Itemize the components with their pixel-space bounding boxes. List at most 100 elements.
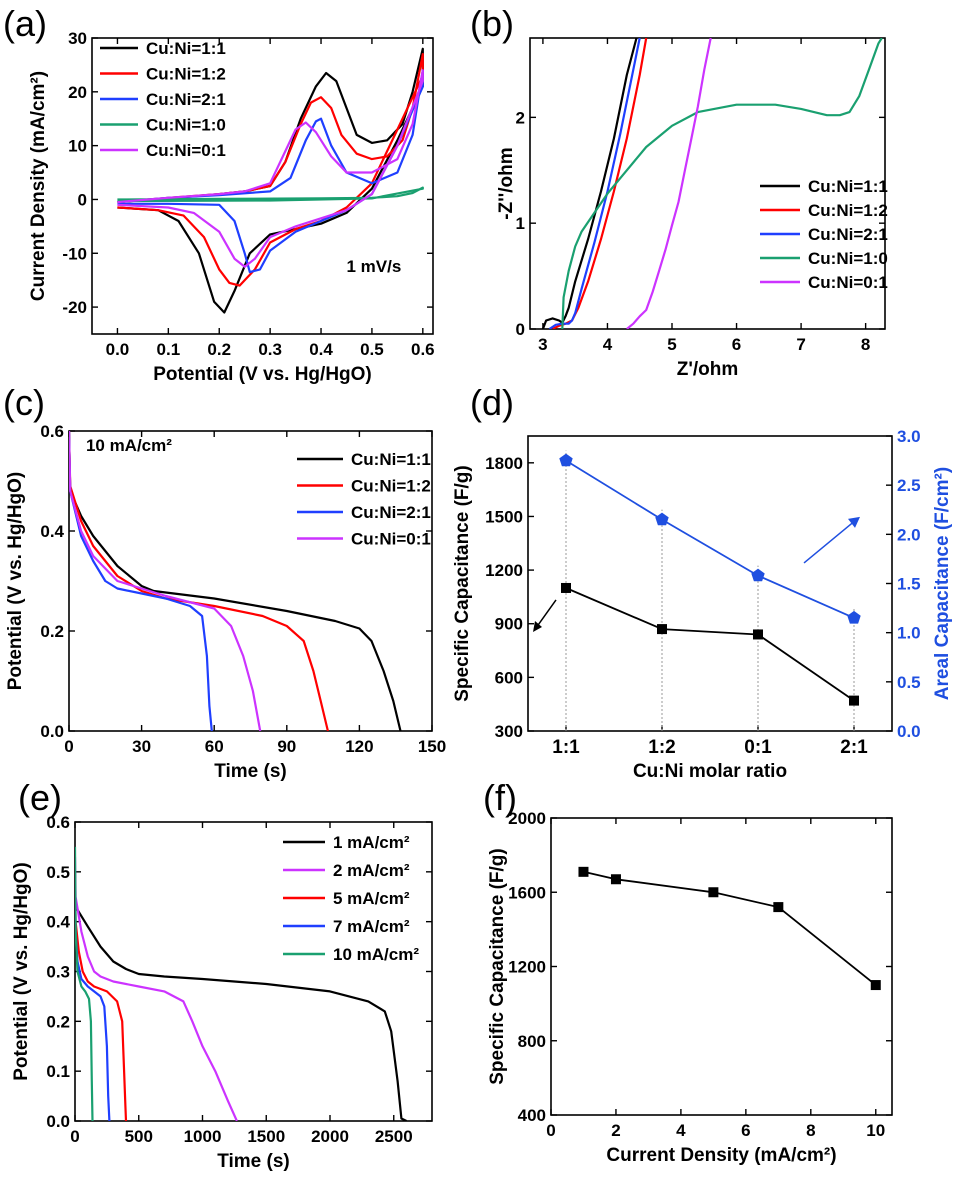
series-line [626,38,712,329]
y2-tick-label: 2.5 [897,476,921,495]
y-tick-label: -20 [62,298,87,317]
panel-letter: (a) [3,3,47,44]
x-tick-label: 8 [806,1121,815,1140]
x-tick-label: 0 [64,737,73,756]
y-axis-title: Current Density (mA/cm²) [28,71,49,301]
x-axis-title: Time (s) [217,1151,290,1172]
series-line [75,891,407,1121]
y-tick-label: 0.0 [46,1112,70,1131]
y-tick-label: 1600 [508,883,546,902]
series-line [69,431,329,731]
x-tick-label: 3 [538,335,547,354]
y-tick-label: 0.1 [46,1062,70,1081]
y-tick-label: 1 [516,214,525,233]
x-tick-label: 0 [70,1127,79,1146]
y-tick-label: 0 [516,320,525,339]
y-tick-label: 0.6 [46,813,70,832]
y-tick-label: 600 [495,668,523,687]
data-point-square [657,624,667,635]
panel-letter: (d) [470,382,514,423]
x-tick-label: 4 [603,335,613,354]
y-tick-label: 400 [518,1106,546,1125]
annotation-text: 10 mA/cm² [86,436,172,455]
legend-label: Cu:Ni=2:1 [351,503,431,522]
panel-letter: (e) [18,777,62,818]
series-line [565,459,855,619]
legend-label: Cu:Ni=0:1 [808,273,888,292]
legend-label: Cu:Ni=0:1 [351,530,431,549]
data-point-pentagon [655,512,669,526]
arrow-head [848,516,860,528]
y-tick-label: 0.4 [40,522,64,541]
y-tick-label: 1200 [508,958,546,977]
data-point-square [753,629,763,640]
y-tick-label: 10 [68,137,87,156]
x-tick-label: 0:1 [744,737,772,758]
y2-tick-label: 1.5 [897,575,921,594]
x-tick-label: 2 [611,1121,620,1140]
x-tick-label: 7 [796,335,805,354]
x-tick-label: 6 [732,335,741,354]
x-axis-title: Current Density (mA/cm²) [606,1145,836,1166]
arrow-left-axis [535,599,557,629]
x-tick-label: 1:2 [648,737,675,758]
annotation-text: 1 mV/s [346,257,401,276]
x-axis-title: Cu:Ni molar ratio [633,761,787,782]
y-tick-label: 800 [518,1032,546,1051]
series-line [75,846,94,1121]
data-point-square [773,902,784,913]
data-point-square [610,874,621,885]
series-line [583,870,877,986]
y-axis-title: Specific Capacitance (F/g) [487,848,508,1085]
plot-frame [550,817,893,1116]
legend-label: Cu:Ni=1:2 [351,477,431,496]
y-tick-label: 20 [68,83,87,102]
y-tick-label: 1500 [485,507,523,526]
series-line [69,431,213,731]
y2-tick-label: 0.0 [897,722,921,741]
data-point-pentagon [559,453,573,467]
x-axis-title: Z'/ohm [677,359,739,380]
y-tick-label: 900 [495,615,523,634]
x-tick-label: 1500 [247,1127,285,1146]
panel-letter: (c) [3,382,45,423]
panel-d: (d) 300 600 900 1200 1500 1800 0.0 0.5 1.0 1.5 2.0 2… [452,382,953,782]
x-axis-title: Time (s) [214,761,287,782]
legend-label: 7 mA/cm² [333,917,410,936]
y2-tick-label: 0.5 [897,673,921,692]
y2-axis-title: Areal Capacitance (F/cm²) [932,467,953,700]
x-tick-label: 0.6 [411,340,435,359]
series-line [548,38,641,329]
x-tick-label: 1000 [184,1127,222,1146]
x-tick-label: 0.5 [360,340,384,359]
y-tick-label: 0.3 [46,963,70,982]
y-tick-label: 2000 [508,809,546,828]
series-line [69,431,262,731]
x-axis-title: Potential (V vs. Hg/HgO) [153,364,372,385]
arrow-right-axis [803,519,857,564]
x-tick-label: 150 [418,737,446,756]
x-tick-label: 8 [861,335,870,354]
panel-a: (a) -20 -10 0 10 20 30 0.0 0.1 0.2 0.3 0.4 0.5 0.6 Pot… [3,3,435,385]
legend-label: 10 mA/cm² [333,945,419,964]
panel-e: (e) 0.0 0.1 0.2 0.3 0.4 0.5 0.6 0 500 1000 1500 2000… [11,777,433,1172]
legend-label: 5 mA/cm² [333,889,410,908]
series-line [75,871,128,1121]
y2-tick-label: 3.0 [897,427,921,446]
panel-c: (c) 0.0 0.2 0.4 0.6 0 30 60 90 120 150 Time (s) Pote… [3,382,446,782]
x-tick-label: 0.3 [258,340,282,359]
legend-label: 2 mA/cm² [333,861,410,880]
y-tick-label: 0 [78,190,87,209]
series-line [565,587,855,702]
y-axis-title: Potential (V vs. Hg/HgO) [5,472,26,691]
data-point-square [561,582,571,593]
data-point-pentagon [847,610,861,624]
series-line [117,52,424,287]
x-tick-label: 0 [546,1121,555,1140]
panel-f: (f) 400 800 1200 1600 2000 0 2 4 6 8 10 Current Dens… [483,777,893,1166]
y-tick-label: 0.5 [46,863,70,882]
legend-label: Cu:Ni=1:2 [146,65,226,84]
legend-label: Cu:Ni=2:1 [146,90,226,109]
y-tick-label: 0.2 [46,1012,70,1031]
series-line [69,431,402,731]
